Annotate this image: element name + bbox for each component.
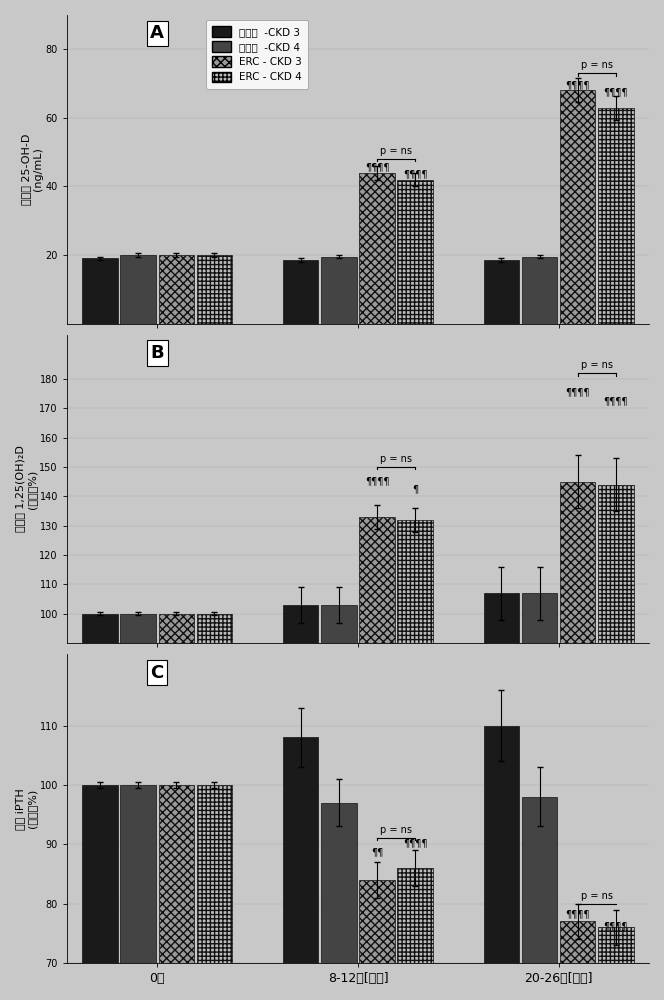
Bar xyxy=(321,803,357,963)
Bar xyxy=(398,180,433,324)
Text: ¶¶¶¶: ¶¶¶¶ xyxy=(604,921,628,931)
Text: p = ns: p = ns xyxy=(380,146,412,156)
Bar xyxy=(398,868,433,963)
Bar xyxy=(598,485,633,643)
Bar xyxy=(120,614,156,643)
Text: ¶¶¶¶: ¶¶¶¶ xyxy=(604,87,628,97)
Bar xyxy=(484,726,519,963)
Text: p = ns: p = ns xyxy=(380,454,412,464)
Bar xyxy=(283,605,319,643)
Bar xyxy=(560,90,596,324)
Text: ¶: ¶ xyxy=(412,485,418,495)
Text: p = ns: p = ns xyxy=(380,825,412,835)
Bar xyxy=(522,797,557,963)
Text: C: C xyxy=(151,664,164,682)
Y-axis label: 血浆 iPTH
(基线的%): 血浆 iPTH (基线的%) xyxy=(15,788,37,830)
Y-axis label: 血清总 25-OH-D
(ng/mL): 血清总 25-OH-D (ng/mL) xyxy=(21,134,42,205)
Bar xyxy=(560,921,596,963)
Text: p = ns: p = ns xyxy=(581,360,613,370)
Bar xyxy=(359,173,395,324)
Bar xyxy=(82,614,118,643)
Bar xyxy=(159,785,194,963)
Bar xyxy=(120,255,156,324)
Bar xyxy=(197,255,232,324)
Bar xyxy=(560,482,596,643)
Text: ¶¶¶¶: ¶¶¶¶ xyxy=(566,80,590,90)
Bar xyxy=(359,517,395,643)
Text: ¶¶¶¶: ¶¶¶¶ xyxy=(566,388,590,398)
Bar xyxy=(321,605,357,643)
Text: ¶¶: ¶¶ xyxy=(371,847,383,857)
Bar xyxy=(283,737,319,963)
Y-axis label: 血清总 1,25(OH)₂D
(基线的%): 血清总 1,25(OH)₂D (基线的%) xyxy=(15,446,37,532)
Bar xyxy=(283,260,319,324)
Text: ¶¶¶¶: ¶¶¶¶ xyxy=(365,162,389,172)
Bar xyxy=(359,880,395,963)
Text: A: A xyxy=(150,24,164,42)
Bar xyxy=(197,614,232,643)
Legend: 安慰剂  -CKD 3, 安慰剂  -CKD 4, ERC - CKD 3, ERC - CKD 4: 安慰剂 -CKD 3, 安慰剂 -CKD 4, ERC - CKD 3, ERC… xyxy=(206,20,308,89)
Bar xyxy=(598,927,633,963)
Bar xyxy=(522,257,557,324)
Bar xyxy=(522,593,557,643)
Text: B: B xyxy=(150,344,164,362)
Bar xyxy=(484,593,519,643)
Bar xyxy=(159,614,194,643)
Bar xyxy=(484,260,519,324)
Bar xyxy=(82,785,118,963)
Text: ¶¶¶¶: ¶¶¶¶ xyxy=(403,169,428,179)
Bar xyxy=(398,520,433,643)
Bar xyxy=(598,108,633,324)
Text: ¶¶¶¶: ¶¶¶¶ xyxy=(403,838,428,848)
Bar xyxy=(197,785,232,963)
Bar xyxy=(82,258,118,324)
Bar xyxy=(159,255,194,324)
Bar xyxy=(321,257,357,324)
Bar xyxy=(120,785,156,963)
Text: ¶¶¶¶: ¶¶¶¶ xyxy=(365,476,389,486)
Text: ¶¶¶¶: ¶¶¶¶ xyxy=(604,396,628,406)
Text: ¶¶¶¶: ¶¶¶¶ xyxy=(566,910,590,920)
Text: p = ns: p = ns xyxy=(581,60,613,70)
Text: p = ns: p = ns xyxy=(581,891,613,901)
